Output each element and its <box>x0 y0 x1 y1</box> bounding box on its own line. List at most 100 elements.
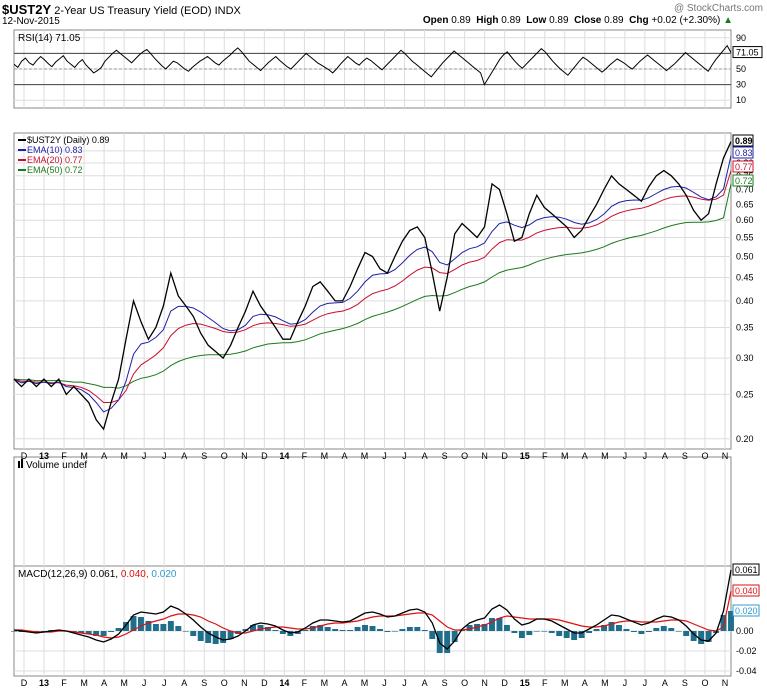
ema10-last-value: 0.83 <box>735 148 753 158</box>
x-tick-label-bottom: D <box>501 678 508 688</box>
x-tick-label-top: M <box>561 451 569 461</box>
x-tick-label-top: J <box>142 451 147 461</box>
rsi-last-value: 71.05 <box>736 48 759 58</box>
macd-histogram-bar <box>40 631 47 632</box>
macd-histogram-bar <box>563 631 570 638</box>
macd-histogram-bar <box>705 631 712 642</box>
x-tick-label-top: J <box>623 451 628 461</box>
macd-histogram-bar <box>384 631 391 632</box>
macd-histogram-bar <box>250 625 256 631</box>
ema20-last-value: 0.77 <box>735 162 753 172</box>
ema10-last-value-box <box>732 146 754 159</box>
x-tick-label-top: D <box>21 451 28 461</box>
macd-histogram-bar <box>728 611 734 631</box>
open-label: Open <box>422 15 449 26</box>
low-value: 0.89 <box>549 15 569 26</box>
macd-histogram-bar <box>698 631 705 644</box>
x-tick-label-top: M <box>80 451 88 461</box>
macd-histogram-bar <box>332 629 339 631</box>
x-tick-label-top: M <box>361 451 369 461</box>
price-y-tick-label: 0.50 <box>736 251 754 261</box>
macd-histogram-bar <box>362 625 368 631</box>
volume-panel-frame <box>13 456 732 567</box>
x-tick-label-bottom: A <box>101 678 107 688</box>
chg-value: +0.02 (+2.30%) <box>651 15 721 26</box>
x-tick-label-bottom: A <box>181 678 187 688</box>
ema50-line <box>13 183 732 389</box>
macd-histogram-bar <box>720 615 727 631</box>
macd-histogram-bar <box>11 631 17 632</box>
macd-histogram-bar <box>548 631 555 633</box>
x-tick-label-bottom: J <box>382 678 387 688</box>
x-tick-label-bottom: J <box>402 678 407 688</box>
x-tick-label-bottom: J <box>142 678 147 688</box>
price-y-tick-label: 0.55 <box>736 233 754 243</box>
macd-y-tick-label: 0.00 <box>736 626 754 636</box>
close-label: Close <box>574 15 602 26</box>
macd-histogram-bar <box>630 631 637 632</box>
x-tick-label-bottom: O <box>701 678 708 688</box>
chart-title: $UST2Y 2-Year US Treasury Yield (EOD) IN… <box>2 2 241 17</box>
macd-histogram-bar <box>190 631 197 636</box>
macd-histogram-bar <box>123 622 129 631</box>
x-tick-label-top: J <box>643 451 648 461</box>
macd-histogram-bar <box>675 631 682 632</box>
macd-histogram-bar <box>108 631 115 632</box>
macd-histogram-bar <box>160 624 167 631</box>
macd-y-tick-label: -0.02 <box>736 646 757 656</box>
macd-histogram-bar <box>205 631 212 643</box>
price-last-value-box <box>732 134 754 147</box>
x-tick-label-top: M <box>601 451 609 461</box>
macd-histogram-bar <box>586 631 593 633</box>
x-tick-label-bottom: S <box>201 678 207 688</box>
x-tick-label-bottom: M <box>80 678 88 688</box>
macd-histogram-bar <box>601 625 607 631</box>
x-tick-label-top: 13 <box>39 451 49 461</box>
x-tick-label-bottom: J <box>162 678 167 688</box>
x-tick-label-top: S <box>682 451 688 461</box>
x-tick-label-top: A <box>422 451 428 461</box>
rsi-last-value-box <box>732 46 763 59</box>
macd-histogram-bar <box>138 617 144 631</box>
macd-histogram-bar <box>556 631 563 636</box>
ohlc-summary: Open 0.89 High 0.89 Low 0.89 Close 0.89 … <box>423 15 733 26</box>
macd-histogram-bar <box>481 624 488 631</box>
ema10-line <box>13 155 732 413</box>
ema50-last-value-box <box>732 174 754 187</box>
x-tick-label-top: S <box>201 451 207 461</box>
macd-legend-signal: 0.040, <box>121 569 152 580</box>
rsi-line <box>13 44 732 86</box>
x-tick-label-top: M <box>321 451 329 461</box>
macd-histogram-bar <box>533 631 540 632</box>
high-value: 0.89 <box>501 15 521 26</box>
macd-legend: MACD(12,26,9) 0.061, 0.040, 0.020 <box>18 569 177 580</box>
macd-histogram-bar <box>645 631 652 632</box>
macd-signal-last-value-box <box>732 584 760 597</box>
x-tick-label-bottom: M <box>321 678 329 688</box>
macd-histogram-bar <box>451 631 458 642</box>
macd-histogram-bar <box>660 626 667 631</box>
rsi-y-tick-label: 30 <box>736 80 746 90</box>
macd-histogram-bar <box>653 628 660 631</box>
macd-histogram-bar <box>167 621 174 631</box>
price-y-tick-label: 0.20 <box>736 434 754 444</box>
macd-histogram-bar <box>369 626 376 631</box>
x-tick-label-bottom: M <box>561 678 569 688</box>
price-legend-entry: $UST2Y (Daily) 0.89 <box>27 135 109 145</box>
x-tick-label-bottom: N <box>722 678 729 688</box>
volume-legend: Volume undef <box>26 460 87 471</box>
open-value: 0.89 <box>451 15 471 26</box>
macd-histogram-bar <box>279 631 286 634</box>
macd-histogram-bar <box>608 622 615 631</box>
instrument-name: 2-Year US Treasury Yield (EOD) <box>54 5 212 17</box>
macd-histogram-bar <box>78 631 85 633</box>
price-y-tick-label: 0.65 <box>736 199 754 209</box>
macd-histogram-bar <box>571 631 578 640</box>
macd-histogram-bar <box>130 616 137 631</box>
macd-histogram-bar <box>100 631 107 636</box>
x-tick-label-bottom: M <box>361 678 369 688</box>
macd-histogram-bar <box>272 630 279 631</box>
x-tick-label-bottom: F <box>542 678 548 688</box>
macd-histogram-bar <box>257 625 264 631</box>
high-label: High <box>476 15 499 26</box>
